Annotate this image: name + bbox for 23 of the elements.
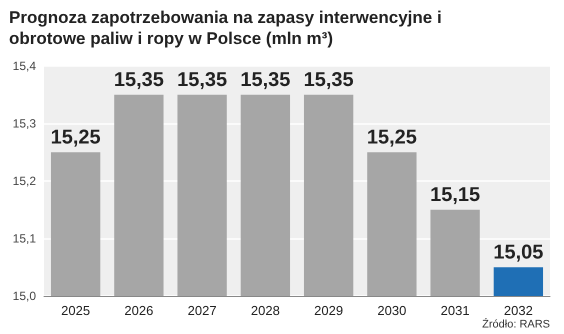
data-label: 15,25 — [366, 126, 417, 148]
chart-title: Prognoza zapotrzebowania na zapasy interwencyjne i obrotowe paliw i ropy w Polsce (mln m³) — [9, 8, 446, 48]
data-label: 15,05 — [493, 241, 544, 264]
text: Źródło: RARS — [482, 318, 550, 330]
x-tick-label: 2030 — [377, 303, 406, 318]
x-tick-label: 2026 — [124, 303, 154, 318]
x-tick-label: 2032 — [504, 303, 533, 318]
y-tick-label: 15,2 — [12, 174, 36, 188]
y-tick-label: 15,0 — [12, 289, 36, 303]
y-tick-label: 15,1 — [12, 232, 36, 246]
y-tick-label: 15,4 — [12, 59, 36, 73]
y-tick-label: 15,3 — [12, 116, 36, 130]
data-label: 15,35 — [114, 68, 164, 91]
data-label: 15,35 — [240, 68, 290, 91]
x-tick-label: 2028 — [250, 303, 280, 318]
data-label: 15,15 — [430, 184, 480, 206]
x-tick-label: 2027 — [188, 303, 217, 318]
x-tick-label: 2029 — [314, 303, 344, 318]
x-tick-label: 2031 — [440, 303, 470, 318]
x-tick-label: 2025 — [61, 303, 90, 318]
data-label: 15,35 — [177, 68, 228, 91]
data-label: 15,25 — [50, 126, 101, 148]
data-label: 15,35 — [304, 68, 354, 91]
